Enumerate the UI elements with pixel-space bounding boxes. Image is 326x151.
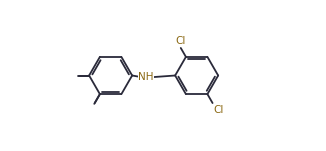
- Text: NH: NH: [139, 72, 154, 82]
- Text: Cl: Cl: [214, 104, 224, 114]
- Text: Cl: Cl: [176, 37, 186, 47]
